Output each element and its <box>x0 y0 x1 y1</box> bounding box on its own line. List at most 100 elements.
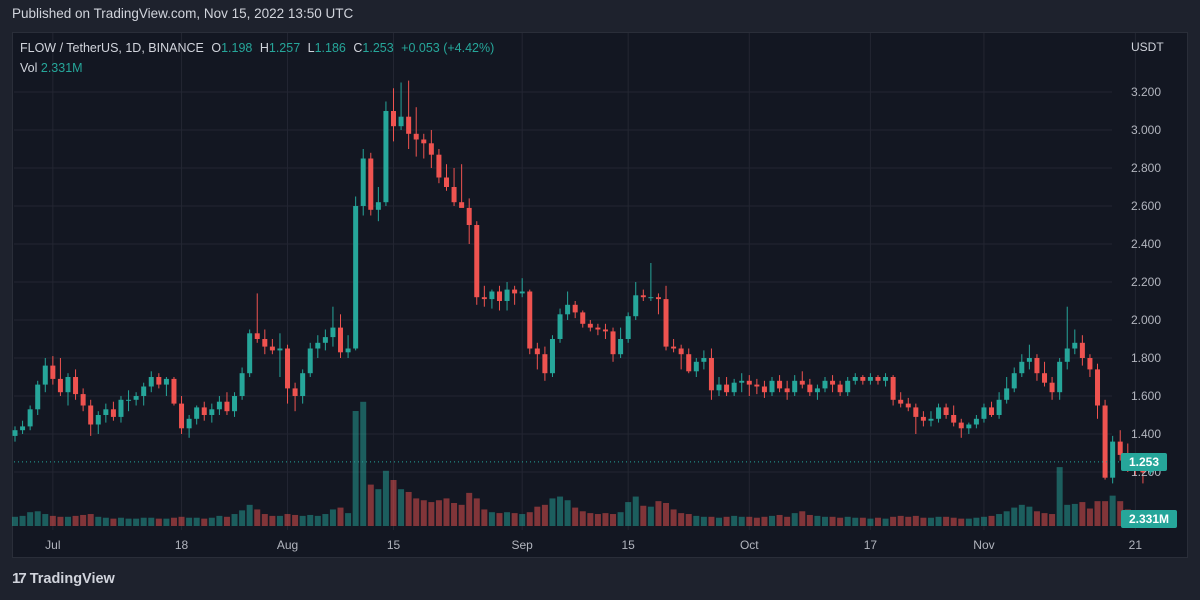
symbol-info[interactable]: FLOW / TetherUS, 1D, BINANCE <box>20 41 204 55</box>
volume-bar <box>435 500 442 526</box>
symbol-legend[interactable]: FLOW / TetherUS, 1D, BINANCE O1.198 H1.2… <box>20 41 498 55</box>
volume-bar <box>390 480 397 526</box>
volume-bar <box>133 518 140 526</box>
candle-body <box>565 304 571 315</box>
volume-bar <box>1003 511 1010 526</box>
volume-bar <box>1102 501 1109 526</box>
volume-bar <box>511 513 518 526</box>
candle-body <box>708 358 714 391</box>
time-tick-label: 15 <box>387 538 401 552</box>
candle-body <box>428 143 434 155</box>
volume-bar <box>504 512 511 526</box>
volume-bar <box>420 500 427 526</box>
volume-bar <box>943 516 950 526</box>
candle-body <box>905 403 911 408</box>
time-tick-label: Oct <box>740 538 759 552</box>
candle-body <box>163 378 169 385</box>
volume-bar <box>1094 501 1101 526</box>
volume-bar <box>927 517 934 526</box>
candle-body <box>375 202 381 210</box>
volume-bar <box>216 515 223 526</box>
candle-body <box>459 202 465 208</box>
change-value: +0.053 (+4.42%) <box>401 41 495 55</box>
volume-bars <box>12 401 1154 526</box>
price-tick-label: 3.000 <box>1131 123 1161 137</box>
volume-bar <box>693 515 700 526</box>
candle-body <box>951 415 957 423</box>
volume-bar <box>950 517 957 526</box>
candle-body <box>110 409 116 417</box>
grid-lines <box>14 33 1136 530</box>
volume-legend[interactable]: Vol 2.331M <box>20 61 83 75</box>
candle-body <box>80 394 86 406</box>
volume-bar <box>337 507 344 526</box>
candle-body <box>822 380 828 389</box>
volume-bar <box>269 515 276 526</box>
candle-body <box>716 384 722 391</box>
candle-body <box>519 291 525 294</box>
volume-bar <box>117 517 124 526</box>
candle-body <box>179 403 185 429</box>
candle-body <box>618 339 624 355</box>
candle-body <box>777 380 783 389</box>
candle-body <box>171 378 177 404</box>
volume-bar <box>428 502 435 526</box>
volume-bar <box>231 514 238 526</box>
candle-body <box>383 111 389 203</box>
candle-body <box>345 348 351 353</box>
volume-bar <box>473 498 480 526</box>
candle-body <box>322 337 328 343</box>
candle-body <box>648 297 654 299</box>
volume-bar <box>49 515 56 526</box>
volume-bar <box>443 498 450 526</box>
volume-bar <box>935 516 942 526</box>
chart-pane[interactable] <box>12 32 1188 558</box>
volume-bar <box>148 517 155 526</box>
tradingview-logo-icon: 17 <box>12 570 27 587</box>
volume-bar <box>670 509 677 526</box>
volume-bar <box>761 516 768 526</box>
volume-bar <box>64 516 71 526</box>
candle-body <box>837 384 843 393</box>
candle-body <box>35 384 41 410</box>
volume-bar <box>920 517 927 526</box>
price-tick-label: 2.200 <box>1131 275 1161 289</box>
candle-body <box>360 158 366 206</box>
candle-body <box>489 291 495 300</box>
volume-bar <box>1056 467 1063 526</box>
volume-bar <box>874 517 881 526</box>
volume-bar <box>367 484 374 526</box>
volume-bar <box>458 504 465 526</box>
volume-bar <box>481 509 488 526</box>
volume-bar <box>723 516 730 526</box>
candle-body <box>353 206 359 349</box>
volume-bar <box>738 516 745 526</box>
volume-bar <box>178 516 185 526</box>
tradingview-branding[interactable]: 17 TradingView <box>12 570 115 587</box>
candle-body <box>254 333 260 339</box>
candle-body <box>239 373 245 396</box>
candle-body <box>867 377 873 381</box>
high-label: H <box>259 41 269 55</box>
volume-bar <box>375 489 382 526</box>
volume-bar <box>299 515 306 526</box>
volume-bar <box>655 501 662 526</box>
volume-bar <box>958 518 965 526</box>
candle-body <box>1079 342 1085 358</box>
price-tick-label: 2.800 <box>1131 161 1161 175</box>
candle-body <box>504 289 510 301</box>
currency-label: USDT <box>1131 40 1164 54</box>
volume-bar <box>80 514 87 526</box>
candle-body <box>277 348 283 351</box>
high-value: 1.257 <box>268 41 301 55</box>
volume-bar <box>784 516 791 526</box>
candle-body <box>527 291 533 349</box>
volume-bar <box>140 517 147 526</box>
candle-body <box>406 116 412 134</box>
candle-body <box>292 388 298 396</box>
candle-body <box>315 342 321 349</box>
volume-bar <box>1026 506 1033 526</box>
volume-bar <box>753 517 760 526</box>
candle-body <box>678 348 684 355</box>
